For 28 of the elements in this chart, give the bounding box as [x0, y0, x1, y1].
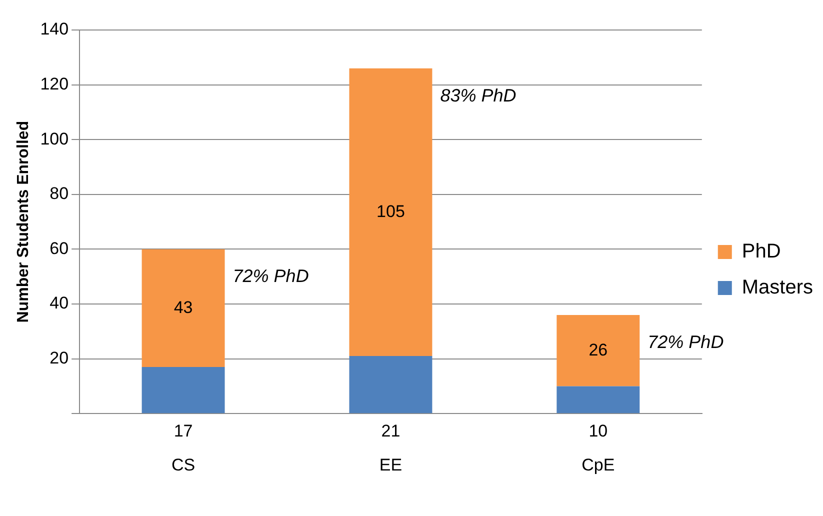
data-label: 43 — [174, 298, 193, 317]
y-tick-label: 120 — [40, 74, 69, 94]
data-label: 21 — [381, 421, 400, 440]
bar — [142, 367, 225, 414]
x-tick-label: CpE — [582, 455, 615, 474]
data-label: 105 — [376, 202, 405, 221]
y-axis-title: Number Students Enrolled — [15, 120, 32, 323]
annotation: 72% PhD — [648, 332, 724, 352]
data-label: 26 — [588, 340, 608, 360]
bar — [349, 356, 432, 414]
y-tick-label: 20 — [50, 348, 69, 368]
y-tick-label: 140 — [40, 20, 69, 39]
legend-label: PhD — [742, 240, 781, 263]
annotation: 83% PhD — [440, 85, 516, 106]
bar — [142, 249, 225, 368]
bar — [556, 386, 640, 414]
annotation: 72% PhD — [232, 266, 309, 286]
bar — [556, 314, 640, 386]
y-tick-label: 80 — [50, 184, 69, 204]
y-tick-label: 40 — [50, 294, 69, 313]
x-tick-label: CS — [171, 455, 196, 474]
bar — [349, 68, 432, 356]
legend-label: Masters — [742, 276, 813, 299]
y-tick-label: 100 — [40, 129, 69, 148]
y-tick-label: 60 — [50, 238, 69, 258]
data-label: 10 — [588, 421, 608, 440]
data-label: 17 — [174, 421, 193, 440]
x-tick-label: EE — [379, 455, 402, 474]
